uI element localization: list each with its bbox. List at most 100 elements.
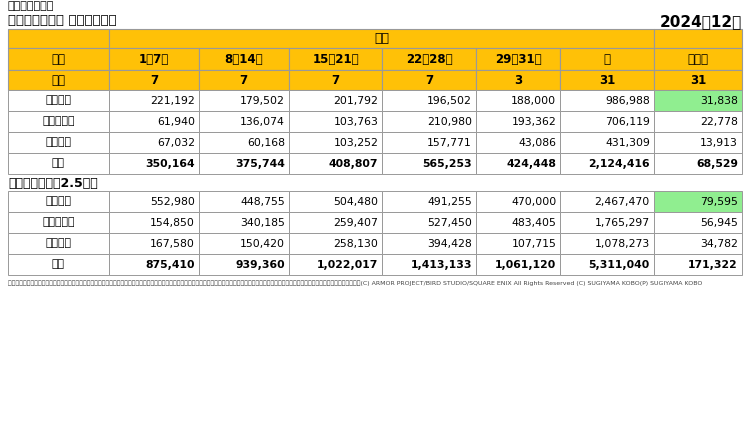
Text: 1,022,017: 1,022,017 <box>317 259 378 270</box>
Text: 61,940: 61,940 <box>157 116 195 126</box>
Text: ゴールド換算（2.5倍）: ゴールド換算（2.5倍） <box>8 177 98 190</box>
Text: 79,595: 79,595 <box>700 197 738 207</box>
Bar <box>476 111 560 132</box>
Text: 431,309: 431,309 <box>605 138 650 147</box>
Bar <box>109 48 199 70</box>
Text: 発生: 発生 <box>374 32 389 45</box>
Text: 167,580: 167,580 <box>150 238 195 249</box>
Text: 1,061,120: 1,061,120 <box>495 259 556 270</box>
Text: 103,252: 103,252 <box>334 138 378 147</box>
Text: すごっく: すごっく <box>46 197 71 207</box>
Text: 月平均: 月平均 <box>688 52 709 65</box>
Text: 29～31日: 29～31日 <box>495 52 542 65</box>
Text: 7: 7 <box>150 73 158 86</box>
Bar <box>382 212 476 233</box>
Bar <box>560 132 654 153</box>
Text: 1,765,297: 1,765,297 <box>595 217 650 228</box>
Bar <box>109 90 199 111</box>
Text: 7: 7 <box>425 73 433 86</box>
Text: 回数: 回数 <box>52 73 65 86</box>
Text: 986,988: 986,988 <box>605 95 650 105</box>
Bar <box>382 90 476 111</box>
Bar <box>382 233 476 254</box>
Bar <box>654 90 742 111</box>
Bar <box>289 233 382 254</box>
Bar <box>199 153 289 174</box>
Text: 221,192: 221,192 <box>150 95 195 105</box>
Bar <box>560 48 654 70</box>
Bar <box>8 70 109 90</box>
Bar <box>8 254 109 275</box>
Text: 394,428: 394,428 <box>427 238 472 249</box>
Text: 13,913: 13,913 <box>700 138 738 147</box>
Text: 43,086: 43,086 <box>518 138 556 147</box>
Text: 31: 31 <box>690 73 706 86</box>
Text: 196,502: 196,502 <box>427 95 472 105</box>
Bar <box>654 212 742 233</box>
Bar <box>289 132 382 153</box>
Bar <box>654 233 742 254</box>
Bar <box>199 132 289 153</box>
Text: 483,405: 483,405 <box>512 217 556 228</box>
Text: 340,185: 340,185 <box>240 217 285 228</box>
Text: 875,410: 875,410 <box>146 259 195 270</box>
Text: 179,502: 179,502 <box>240 95 285 105</box>
Text: 171,322: 171,322 <box>688 259 738 270</box>
Bar <box>289 70 382 90</box>
Bar <box>382 191 476 212</box>
Bar <box>8 111 109 132</box>
Bar <box>8 29 109 48</box>
Text: リリウム: リリウム <box>46 138 71 147</box>
Bar <box>109 191 199 212</box>
Text: 408,807: 408,807 <box>328 159 378 168</box>
Text: 259,407: 259,407 <box>334 217 378 228</box>
Text: 68,529: 68,529 <box>696 159 738 168</box>
Bar <box>560 212 654 233</box>
Text: 939,360: 939,360 <box>236 259 285 270</box>
Text: 1～7日: 1～7日 <box>139 52 169 65</box>
Text: 1,413,133: 1,413,133 <box>410 259 472 270</box>
Bar <box>8 191 109 212</box>
Text: 491,255: 491,255 <box>427 197 472 207</box>
Bar <box>560 153 654 174</box>
Bar <box>382 111 476 132</box>
Bar <box>476 153 560 174</box>
Bar <box>109 70 199 90</box>
Bar <box>199 254 289 275</box>
Bar <box>8 132 109 153</box>
Text: 565,253: 565,253 <box>422 159 472 168</box>
Text: 期間: 期間 <box>52 52 65 65</box>
Text: 107,715: 107,715 <box>512 238 556 249</box>
Text: 朝の便利ツール: 朝の便利ツール <box>8 1 54 11</box>
Bar <box>199 233 289 254</box>
Bar <box>382 132 476 153</box>
Bar <box>8 48 109 70</box>
Text: 60,168: 60,168 <box>247 138 285 147</box>
Text: 31: 31 <box>599 73 615 86</box>
Bar <box>289 212 382 233</box>
Bar <box>476 70 560 90</box>
Bar <box>476 254 560 275</box>
Text: 2,124,416: 2,124,416 <box>588 159 650 168</box>
Bar <box>382 48 476 70</box>
Bar <box>109 29 654 48</box>
Bar <box>289 153 382 174</box>
Text: 7: 7 <box>240 73 248 86</box>
Text: 350,164: 350,164 <box>146 159 195 168</box>
Text: 210,980: 210,980 <box>427 116 472 126</box>
Text: 193,362: 193,362 <box>512 116 556 126</box>
Text: 22～28日: 22～28日 <box>406 52 452 65</box>
Bar <box>476 48 560 70</box>
Text: 2024年12月: 2024年12月 <box>660 14 742 29</box>
Text: 7: 7 <box>332 73 340 86</box>
Text: 3: 3 <box>514 73 522 86</box>
Bar <box>560 90 654 111</box>
Bar <box>654 254 742 275</box>
Text: 470,000: 470,000 <box>511 197 556 207</box>
Text: 527,450: 527,450 <box>427 217 472 228</box>
Text: 424,448: 424,448 <box>506 159 556 168</box>
Bar <box>289 254 382 275</box>
Text: すごっく: すごっく <box>46 95 71 105</box>
Bar <box>8 233 109 254</box>
Text: 22,778: 22,778 <box>700 116 738 126</box>
